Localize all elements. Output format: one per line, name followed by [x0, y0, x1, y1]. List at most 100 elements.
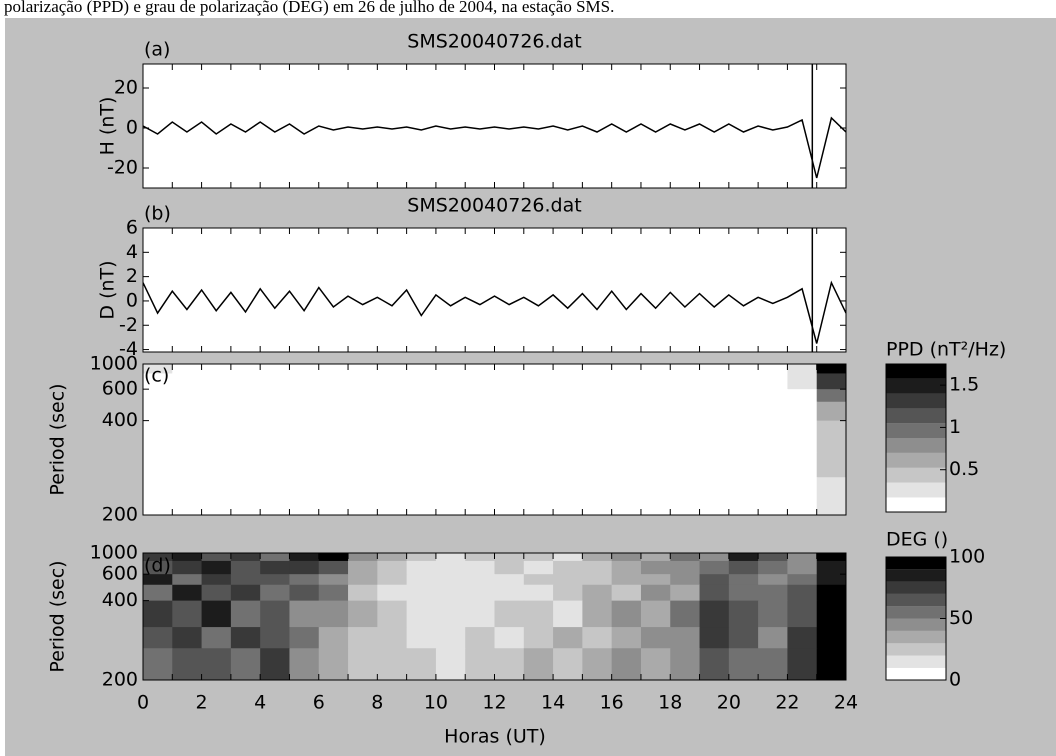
heatmap-cell: [494, 452, 525, 478]
heatmap-cell: [670, 574, 701, 586]
heatmap-cell: [787, 477, 818, 515]
x-tick-label: 4: [254, 692, 266, 714]
heatmap-cell: [523, 401, 554, 422]
heatmap-cell: [523, 574, 554, 586]
heatmap-cell: [435, 627, 466, 649]
x-axis-label: Horas (UT): [444, 726, 546, 748]
heatmap-cell: [787, 648, 818, 680]
heatmap-cell: [523, 452, 554, 478]
y-tick-label: 600: [102, 378, 138, 400]
heatmap-cell: [201, 477, 232, 515]
heatmap-cell: [143, 373, 173, 390]
heatmap-cell: [201, 584, 232, 602]
heatmap-cell: [201, 373, 232, 390]
heatmap-cell: [318, 364, 349, 374]
y-tick-label: 0: [126, 289, 138, 311]
heatmap-cell: [611, 584, 642, 602]
heatmap-cell: [758, 648, 788, 680]
heatmap-cell: [816, 373, 846, 390]
heatmap-cell: [699, 420, 730, 453]
heatmap-cell: [348, 452, 378, 478]
heatmap-cell: [406, 584, 437, 602]
heatmap-cell: [377, 574, 408, 586]
heatmap-cell: [582, 574, 613, 586]
heatmap-cell: [406, 560, 437, 575]
heatmap-cell: [143, 560, 173, 575]
heatmap-cell: [670, 600, 701, 628]
heatmap-cell: [640, 452, 671, 478]
y-tick-label: 6: [126, 217, 138, 239]
heatmap-cell: [230, 389, 261, 403]
heatmap-cell: [787, 389, 818, 403]
heatmap-cell: [728, 364, 759, 374]
heatmap-cell: [787, 560, 818, 575]
colorbar-cell: [886, 452, 946, 468]
heatmap-cell: [318, 627, 349, 649]
heatmap-cell: [816, 574, 846, 586]
y-tick-label: 400: [102, 409, 138, 431]
heatmap-cell: [787, 584, 818, 602]
heatmap-cell: [289, 600, 320, 628]
heatmap-cell: [670, 627, 701, 649]
heatmap-cell: [230, 452, 261, 478]
heatmap-cell: [582, 584, 613, 602]
colorbar-cell: [886, 393, 946, 409]
heatmap-cell: [699, 574, 730, 586]
heatmap-cell: [640, 389, 671, 403]
heatmap-cell: [289, 560, 320, 575]
heatmap-cell: [640, 373, 671, 390]
heatmap-cell: [494, 389, 525, 403]
heatmap-cell: [494, 420, 525, 453]
heatmap-cell: [435, 600, 466, 628]
heatmap-cell: [377, 420, 408, 453]
y-tick-label: 200: [102, 669, 138, 691]
heatmap-cell: [143, 553, 173, 562]
heatmap-cell: [318, 389, 349, 403]
heatmap-cell: [260, 627, 290, 649]
y-tick-label: 1000: [90, 353, 138, 375]
colorbar-cell: [886, 438, 946, 453]
heatmap-cell: [318, 373, 349, 390]
heatmap-cell: [260, 420, 290, 453]
heatmap-cell: [816, 627, 846, 649]
heatmap-cell: [260, 600, 290, 628]
heatmap-cell: [406, 364, 437, 374]
heatmap-cell: [670, 648, 701, 680]
y-tick-label: -2: [119, 314, 138, 336]
heatmap-cell: [318, 600, 349, 628]
heatmap-cell: [611, 627, 642, 649]
heatmap-cell: [758, 401, 788, 422]
heatmap-cell: [494, 600, 525, 628]
heatmap-cell: [435, 477, 466, 515]
heatmap-cell: [289, 553, 320, 562]
heatmap-cell: [553, 452, 583, 478]
colorbar-cell: [886, 655, 946, 668]
heatmap-cell: [582, 389, 613, 403]
heatmap-cell: [816, 477, 846, 515]
heatmap-cell: [406, 452, 437, 478]
heatmap-cell: [640, 401, 671, 422]
heatmap-cell: [494, 553, 525, 562]
heatmap-cell: [494, 401, 525, 422]
heatmap-cell: [230, 648, 261, 680]
heatmap-cell: [230, 584, 261, 602]
heatmap-cell: [465, 364, 495, 374]
heatmap-cell: [201, 627, 232, 649]
heatmap-cell: [172, 553, 203, 562]
heatmap-cell: [582, 373, 613, 390]
heatmap-cell: [465, 420, 495, 453]
heatmap-cell: [201, 574, 232, 586]
heatmap-cell: [553, 389, 583, 403]
colorbar-cell: [886, 467, 946, 483]
heatmap-cell: [348, 560, 378, 575]
heatmap-cell: [435, 373, 466, 390]
heatmap-cell: [143, 420, 173, 453]
heatmap-cell: [699, 389, 730, 403]
heatmap-cell: [758, 627, 788, 649]
heatmap-cell: [260, 401, 290, 422]
heatmap-cell: [435, 401, 466, 422]
heatmap-cell: [787, 420, 818, 453]
colorbar-cell: [886, 606, 946, 619]
heatmap-cell: [816, 584, 846, 602]
y-tick-label: 1000: [90, 542, 138, 564]
